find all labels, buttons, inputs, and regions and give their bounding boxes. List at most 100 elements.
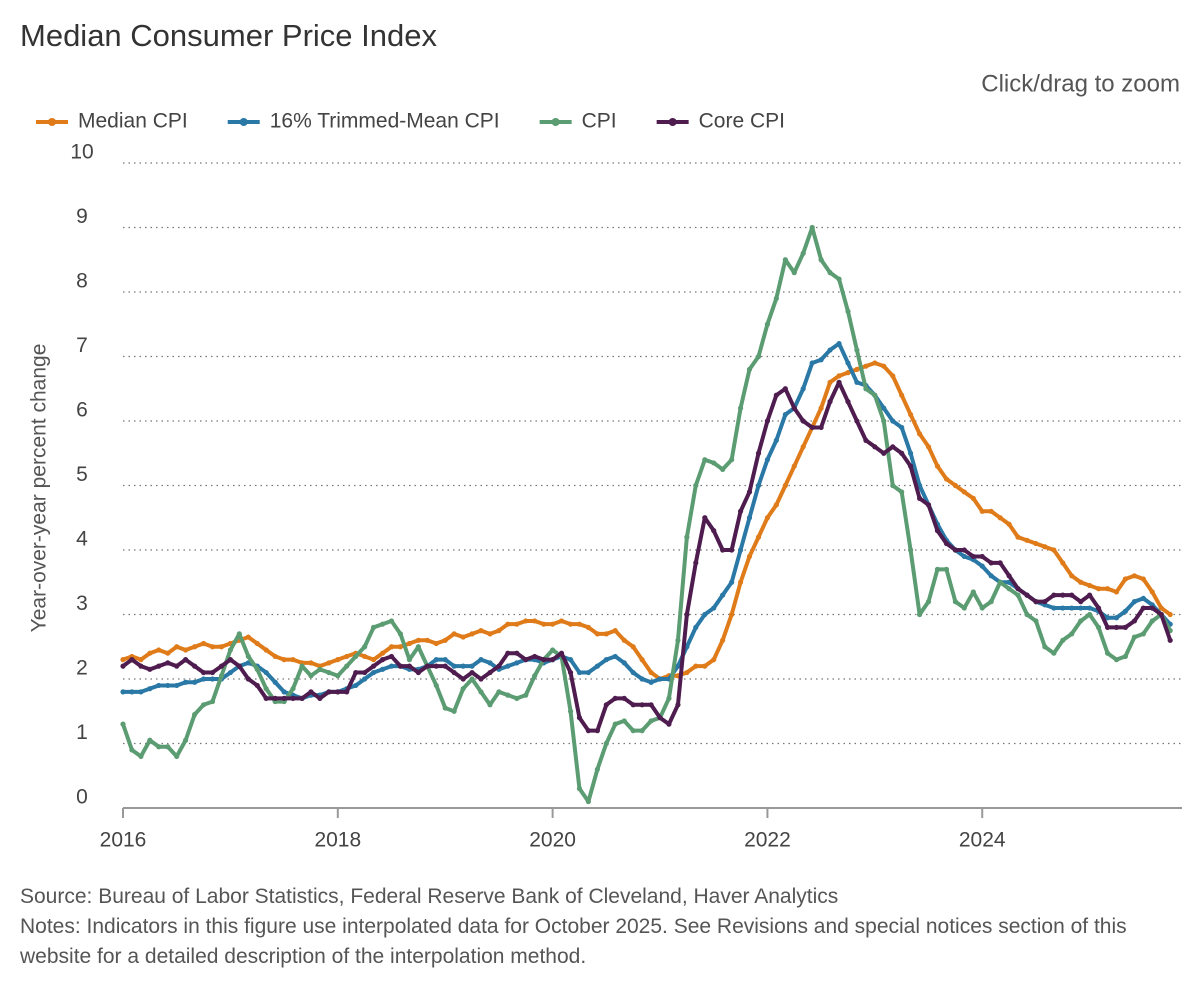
data-point [344,653,350,660]
data-point [433,657,439,663]
data-point [379,657,386,663]
data-point [970,553,976,560]
data-point [621,660,627,666]
data-point [1069,631,1075,637]
data-point [433,682,439,689]
data-point [1113,624,1120,631]
data-point [943,540,950,547]
data-point [881,418,887,424]
data-point [156,744,162,750]
data-point [711,528,717,534]
data-point [657,676,663,682]
data-point [460,663,466,669]
data-point [720,547,726,553]
data-point [514,660,520,666]
data-point [415,644,421,650]
data-point [907,411,914,418]
legend-label[interactable]: 16% Trimmed-Mean CPI [270,110,500,133]
data-point [961,489,967,495]
data-point [1015,586,1021,592]
data-point [657,715,663,721]
data-point [961,553,967,560]
zoom-hint[interactable]: Click/drag to zoom [981,70,1180,97]
data-point [737,547,744,553]
y-tick-label: 8 [76,270,88,293]
data-point [1024,611,1030,618]
data-point [746,366,753,372]
data-point [800,444,806,450]
data-point [594,663,601,669]
data-point [1122,608,1128,614]
legend-marker[interactable] [668,118,677,126]
data-point [550,657,556,663]
data-point [254,666,260,672]
legend-marker[interactable] [551,118,560,126]
data-point [370,657,377,663]
data-point [1060,637,1066,643]
y-tick-label: 10 [70,141,93,164]
data-point [460,634,466,640]
data-point [487,660,493,666]
series-line [123,341,1172,701]
data-point [737,405,744,411]
legend-marker[interactable] [239,118,248,126]
data-point [147,737,153,743]
data-point [415,669,421,676]
data-point [648,679,654,685]
data-point [308,660,314,666]
y-tick-label: 5 [76,463,88,486]
series-line [121,380,1173,733]
data-point [183,737,189,743]
series-line [122,360,1172,681]
data-point [218,644,225,650]
data-point [603,702,609,708]
data-point [737,508,744,514]
data-point [693,624,699,631]
data-point [648,702,654,708]
legend-marker[interactable] [48,118,56,126]
data-point [827,347,833,353]
data-point [1033,599,1039,605]
data-point [523,692,529,698]
data-point [353,669,359,676]
data-point [827,379,833,385]
data-point [1104,586,1111,592]
data-point [729,611,735,618]
data-point [1078,605,1084,611]
data-point [558,618,565,624]
data-point [317,666,323,672]
data-point [236,663,242,669]
data-point [890,444,896,450]
legend-label[interactable]: CPI [582,110,617,133]
data-point [773,502,779,508]
data-point [585,669,591,676]
data-point [388,663,395,669]
data-point [1078,618,1084,624]
data-point [1060,605,1066,611]
data-point [1006,573,1012,579]
legend-label[interactable]: Median CPI [78,110,188,133]
data-point [550,621,556,627]
x-tick-label: 2024 [959,829,1006,852]
data-point [621,637,627,643]
data-point [1122,653,1128,660]
data-point [907,463,914,469]
data-point [460,676,466,682]
legend-label[interactable]: Core CPI [699,110,785,133]
data-point [863,386,869,392]
data-point [370,669,377,676]
data-point [174,753,180,760]
data-point [576,621,583,627]
data-point [192,644,198,650]
data-point [899,392,905,398]
data-point [281,657,287,663]
data-point [120,721,126,727]
data-point [737,579,744,585]
data-point [245,634,251,640]
data-point [254,682,260,689]
data-point [925,502,932,508]
data-point [952,547,958,553]
data-point [487,631,493,637]
data-point [523,618,529,624]
